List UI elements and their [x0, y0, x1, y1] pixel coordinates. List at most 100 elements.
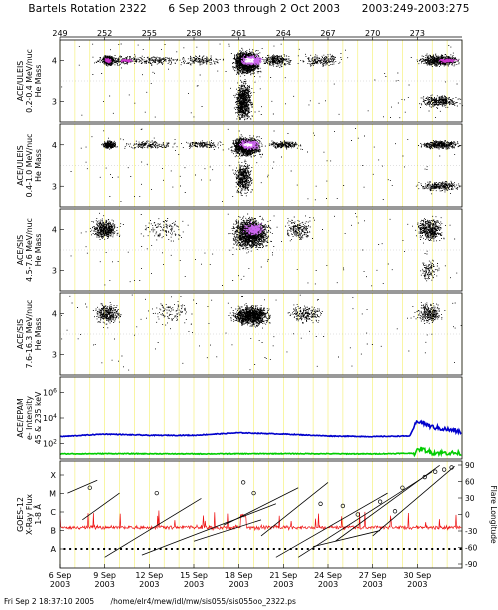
right-tick-label: 30: [465, 494, 475, 503]
flare-event-marker: [425, 548, 428, 550]
flare-event-marker: [165, 548, 168, 550]
y-axis-label: He Mass: [34, 149, 43, 182]
flare-event-marker: [323, 548, 326, 550]
right-tick-label: -60: [465, 544, 477, 553]
panel-frame: [59, 460, 463, 569]
flare-event-marker: [131, 548, 134, 550]
flare-event-marker: [448, 548, 451, 550]
flare-track: [193, 519, 262, 542]
flare-event-marker: [357, 548, 360, 550]
panel-frame: [59, 376, 463, 460]
y-axis-label: 4.5-7.6 MeV/nuc: [25, 218, 34, 282]
panel-6: X MC BA 90 60 30 0 -30 -60 -90 Flare Longitude GOES…: [16, 460, 498, 569]
footer: Fri Sep 2 18:37:10 2005 /home/elr4/mew/i…: [4, 597, 310, 606]
flare-event-marker: [216, 548, 219, 550]
panel-frame: [59, 123, 463, 208]
bartels-tick-label: 252: [97, 29, 112, 38]
flare-marker: [441, 467, 447, 472]
flare-event-marker: [352, 548, 355, 550]
y-axis-label: ACE/EPAM: [16, 398, 25, 437]
y-axis-label: ACE/ULEIS: [16, 61, 25, 101]
flare-event-marker: [170, 548, 173, 550]
he-mass-core: [438, 58, 458, 64]
y-axis-label: 7.6-16.3 MeV/nuc: [25, 300, 34, 369]
bartels-tick-label: 267: [320, 29, 335, 38]
flare-event-marker: [346, 548, 349, 550]
panel-3: 4 3 ACE/SIS 4.5-7.6 MeV/nuc He Mass: [16, 208, 463, 292]
flare-event-marker: [267, 548, 270, 550]
flare-event-marker: [137, 548, 140, 550]
flare-event-marker: [69, 548, 72, 550]
flare-event-marker: [278, 548, 281, 550]
date-tick-year: 2003: [273, 580, 293, 589]
flare-event-marker: [402, 548, 405, 550]
date-tick-label: 15 Sep: [180, 571, 208, 580]
right-tick-label: 60: [465, 478, 475, 487]
flare-event-marker: [442, 548, 445, 550]
y-tick-label: 104: [43, 413, 57, 423]
flare-marker: [400, 485, 405, 490]
flare-marker: [422, 474, 427, 480]
flare-marker: [449, 465, 454, 470]
right-tick-label: 90: [465, 461, 475, 470]
flare-event-marker: [159, 548, 162, 550]
flare-event-marker: [306, 548, 309, 550]
date-tick-label: 18 Sep: [225, 571, 253, 580]
y-tick-label: 102: [43, 439, 57, 449]
flare-event-marker: [80, 548, 83, 550]
right-tick-label: -90: [465, 560, 477, 569]
flare-track: [223, 487, 299, 526]
flare-event-marker: [120, 548, 123, 550]
date-tick-label: 30 Sep: [403, 571, 431, 580]
footer-path: /home/elr4/mew/idl/mw/sis055/sis055oo_23…: [110, 597, 296, 606]
flare-event-marker: [363, 548, 366, 550]
flare-track: [260, 482, 329, 537]
panel-1: 4 3 ACE/ULEIS 0.2-0.4 MeV/nuc He Mass: [16, 39, 463, 123]
flare-marker: [355, 512, 360, 517]
bartels-tick-label: 273: [410, 29, 425, 38]
date-tick-label: 21 Sep: [269, 571, 297, 580]
flare-marker: [87, 485, 92, 490]
he-mass-points: [70, 212, 458, 287]
flare-event-marker: [153, 548, 156, 550]
date-tick-label: 6 Sep: [49, 571, 72, 580]
flare-event-marker: [436, 548, 439, 550]
chart-title: Bartels Rotation 2322 6 Sep 2003 through…: [0, 3, 498, 15]
he-mass-core: [104, 57, 112, 64]
bartels-tick-label: 249: [52, 29, 67, 38]
flare-event-marker: [329, 548, 332, 550]
bartels-tick-label: 264: [276, 29, 291, 38]
flare-event-marker: [397, 548, 400, 550]
he-mass-core: [242, 221, 264, 236]
date-tick-year: 2003: [362, 580, 382, 589]
date-tick-year: 2003: [139, 580, 159, 589]
flare-event-marker: [187, 548, 190, 550]
flare-marker: [377, 499, 383, 504]
flare-event-marker: [103, 548, 106, 550]
bartels-tick-label: 270: [365, 29, 380, 38]
right-tick-label: 0: [465, 511, 470, 520]
flare-track: [372, 466, 455, 537]
flare-event-marker: [114, 548, 117, 550]
flare-marker: [318, 501, 323, 506]
y-tick-label: 4: [52, 226, 57, 235]
flare-event-marker: [108, 548, 111, 550]
flare-event-marker: [340, 548, 343, 550]
flare-event-marker: [148, 548, 151, 550]
y-tick-label: 3: [52, 182, 57, 191]
y-axis-label: X-Ray Flux: [25, 494, 34, 535]
date-tick-label: 27 Sep: [359, 571, 387, 580]
flare-event-marker: [142, 548, 145, 550]
flare-event-marker: [261, 548, 264, 550]
date-tick-year: 2003: [228, 580, 248, 589]
electron-235kev-line: [59, 446, 462, 458]
flare-marker: [433, 469, 438, 474]
y-axis-label: e- Intensity: [25, 396, 34, 440]
flare-event-marker: [125, 548, 128, 550]
y-tick-label: B: [51, 527, 57, 536]
date-tick-year: 2003: [50, 580, 70, 589]
flare-event-marker: [391, 548, 394, 550]
flare-event-marker: [176, 548, 179, 550]
doy-range: 2003:249-2003:275: [361, 3, 470, 15]
y-axis-label: 1-8 Å: [34, 504, 43, 525]
